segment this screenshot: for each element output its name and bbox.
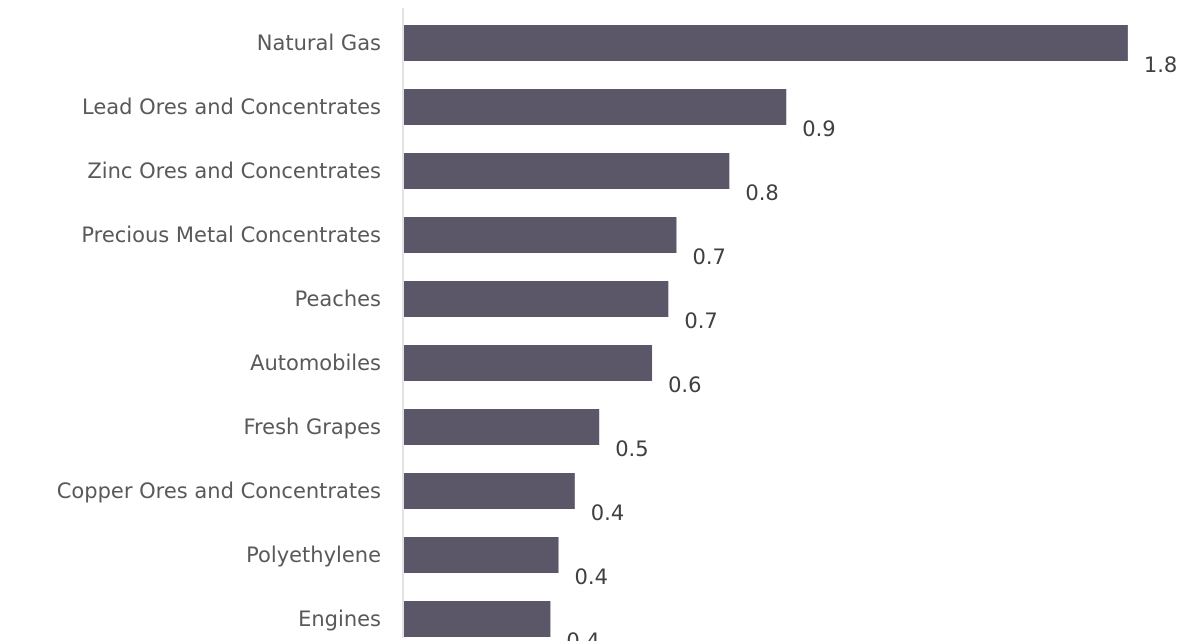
value-label: 1.8 xyxy=(1144,53,1177,77)
category-label: Fresh Grapes xyxy=(243,415,381,439)
value-labels-group: 1.8 0.9 0.8 0.7 0.7 0.6 0.5 0.4 0.4 0.4 xyxy=(566,53,1177,641)
value-label: 0.4 xyxy=(566,629,599,641)
category-label: Natural Gas xyxy=(257,31,381,55)
value-label: 0.4 xyxy=(591,501,624,525)
bar xyxy=(404,89,787,125)
value-label: 0.9 xyxy=(802,117,835,141)
category-label: Peaches xyxy=(295,287,381,311)
value-label: 0.6 xyxy=(668,373,701,397)
value-label: 0.7 xyxy=(684,309,717,333)
bars-group xyxy=(404,25,1128,637)
value-label: 0.5 xyxy=(615,437,648,461)
bar xyxy=(404,281,669,317)
category-label: Automobiles xyxy=(250,351,381,375)
bar xyxy=(404,25,1128,61)
bar xyxy=(404,409,600,445)
bar xyxy=(404,217,677,253)
value-label: 0.7 xyxy=(692,245,725,269)
category-label: Copper Ores and Concentrates xyxy=(57,479,381,503)
value-label: 0.8 xyxy=(745,181,778,205)
category-label: Engines xyxy=(298,607,381,631)
value-label: 0.4 xyxy=(575,565,608,589)
bar xyxy=(404,601,551,637)
category-label: Zinc Ores and Concentrates xyxy=(87,159,381,183)
category-label: Precious Metal Concentrates xyxy=(81,223,381,247)
category-label: Lead Ores and Concentrates xyxy=(82,95,381,119)
bar xyxy=(404,473,575,509)
bar xyxy=(404,153,730,189)
bar xyxy=(404,345,653,381)
category-labels-group: Natural Gas Lead Ores and Concentrates Zin… xyxy=(57,31,381,631)
category-label: Polyethylene xyxy=(246,543,381,567)
bar xyxy=(404,537,559,573)
